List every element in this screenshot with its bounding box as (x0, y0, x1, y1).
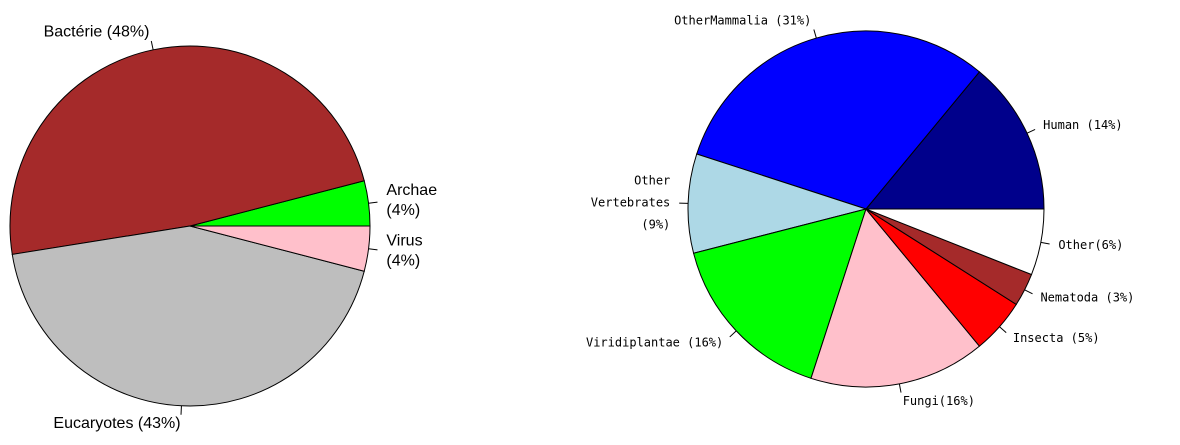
pie-slice (189, 225, 371, 272)
pie-slice (810, 207, 981, 388)
pie-slice (864, 71, 1045, 210)
label-tick (1026, 128, 1036, 134)
pie-slice (692, 208, 867, 379)
slice-label: Nematoda (3%) (1040, 290, 1134, 304)
slice-label: (4%) (386, 202, 420, 219)
label-tick (1040, 241, 1050, 245)
slice-label: (4%) (386, 252, 420, 269)
label-tick (368, 201, 378, 204)
slice-label: Other(6%) (1058, 238, 1123, 252)
label-tick (368, 248, 378, 251)
pie-slice (696, 30, 981, 210)
slice-label: Other (634, 173, 670, 187)
slice-label: Viridiplantae (16%) (586, 336, 723, 350)
slice-label: Bactérie (48%) (44, 23, 150, 40)
pie-chart: Human (14%) OtherMammalia (31%) Other Verte… (586, 13, 1134, 407)
slice-label: (9%) (641, 217, 670, 231)
pie-slice (865, 208, 1045, 276)
label-tick (813, 29, 817, 39)
label-tick (999, 326, 1007, 333)
slice-label: OtherMammalia (31%) (674, 13, 811, 27)
slice-label: Eucaryotes (43%) (53, 415, 180, 432)
label-tick (1024, 289, 1033, 295)
slice-label: Archae (386, 182, 437, 199)
pie-chart: Archae (4%) Bactérie (48%) Eucaryotes (43%)… (9, 23, 437, 432)
slice-label: Insecta (5%) (1013, 331, 1100, 345)
label-tick (898, 383, 902, 393)
label-tick (150, 40, 154, 50)
slice-label: Human (14%) (1043, 118, 1122, 132)
slice-label: Virus (386, 232, 422, 249)
slice-label: Fungi(16%) (903, 394, 975, 408)
slice-label: Vertebrates (591, 195, 670, 209)
label-tick (729, 330, 737, 338)
